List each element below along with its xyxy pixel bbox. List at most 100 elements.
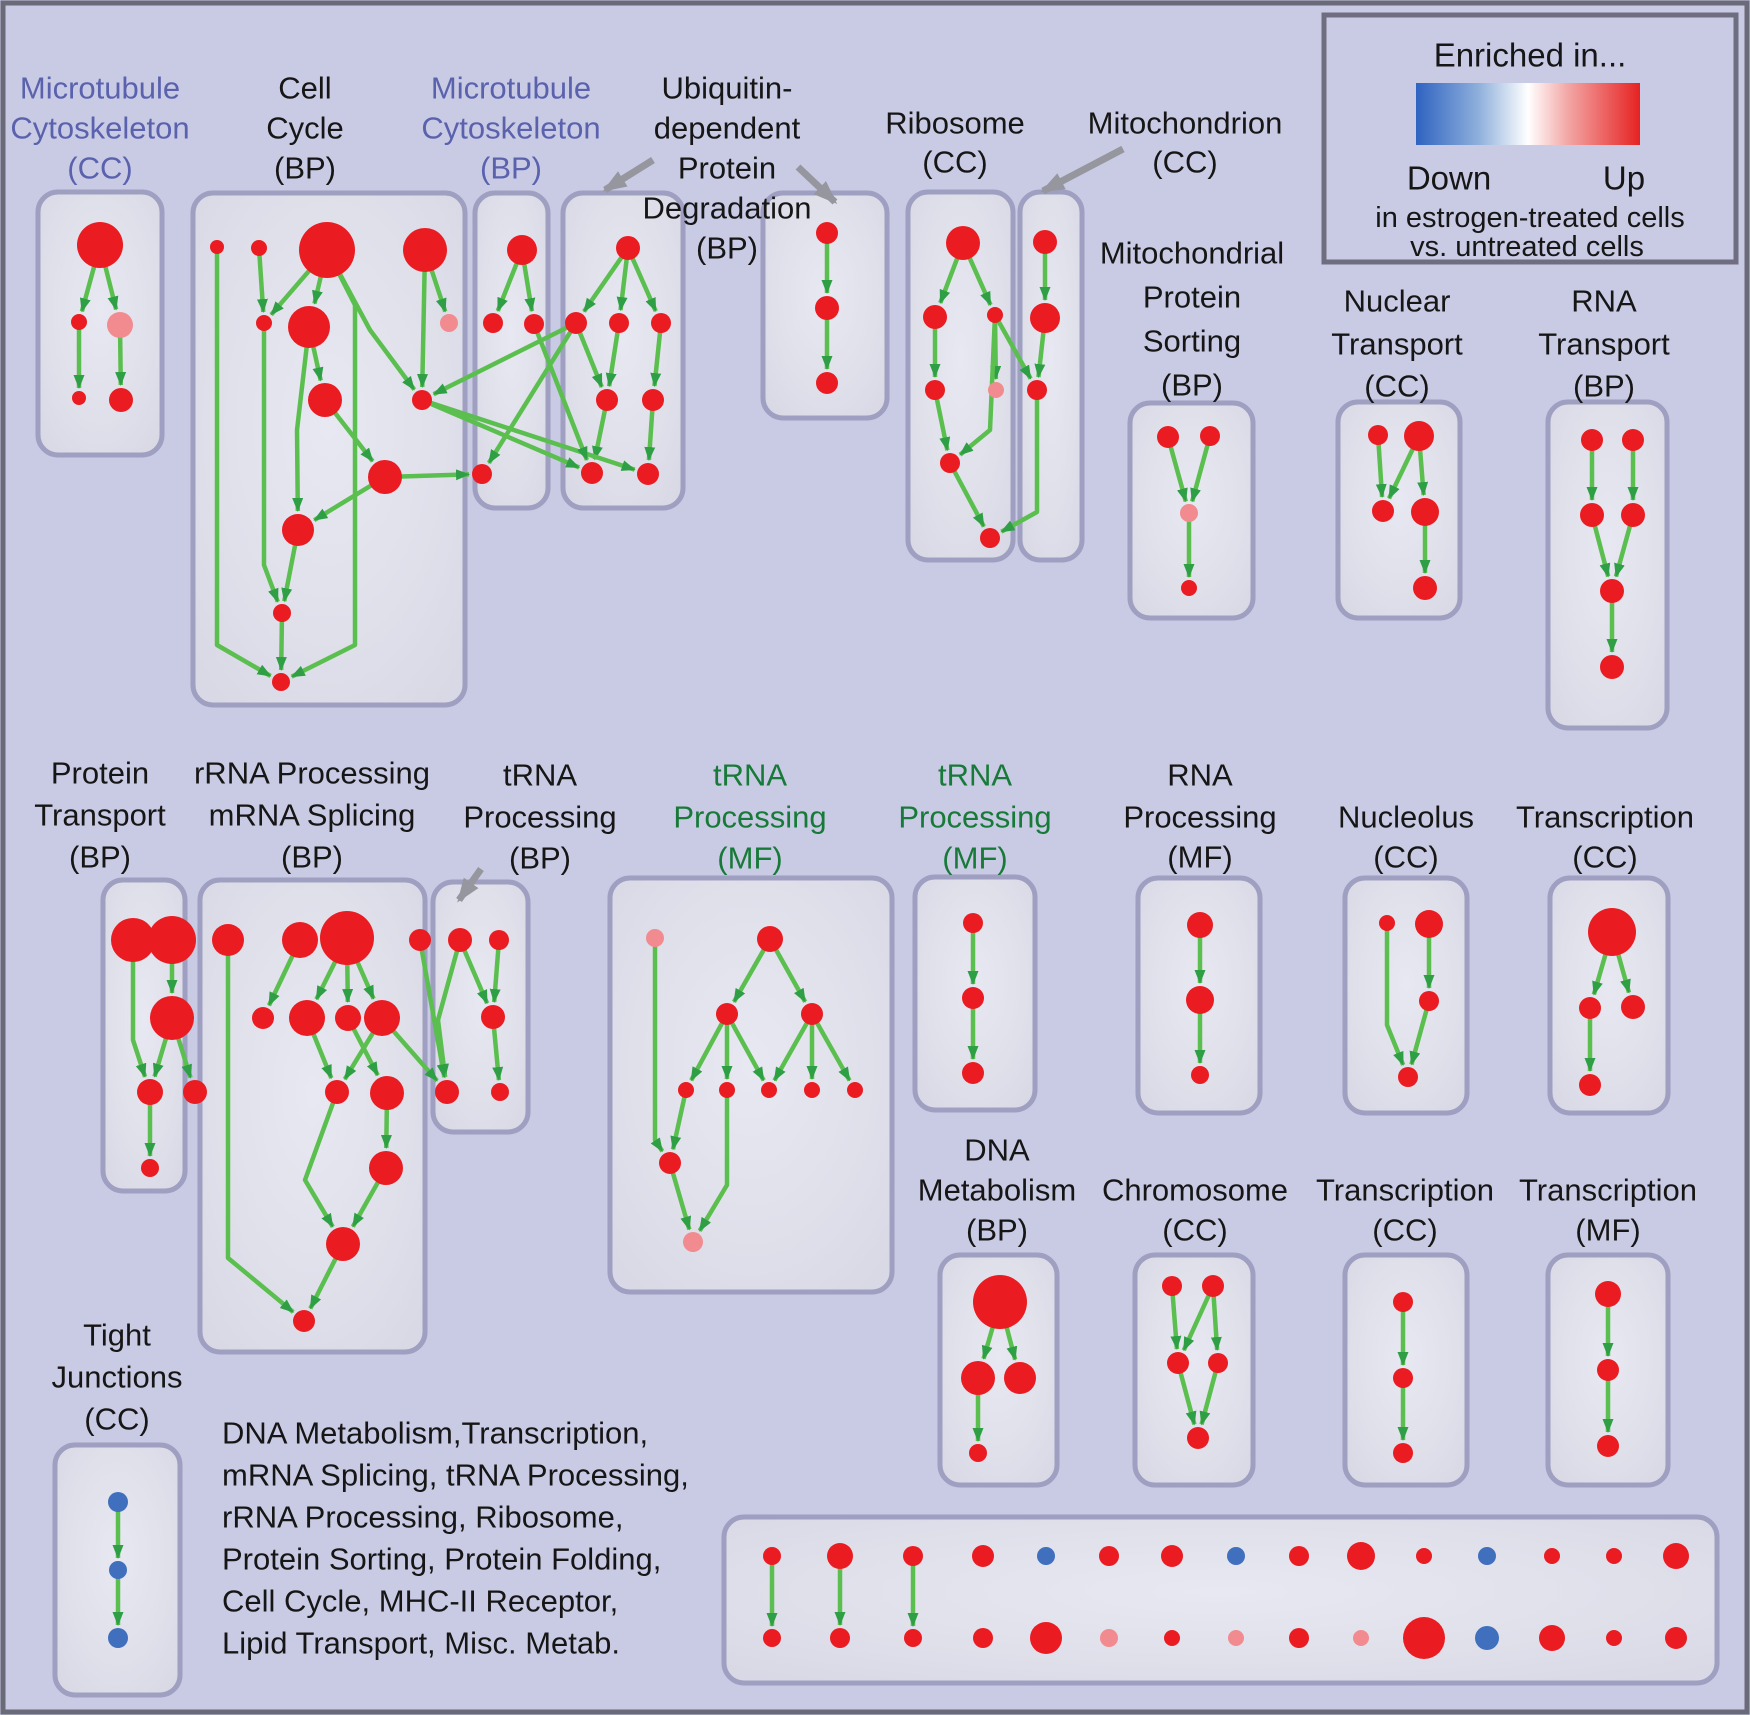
go-term-node-ub2-0: [816, 222, 838, 244]
edge-ub-0-1: [582, 246, 630, 313]
cluster-box-mtcc: [35, 189, 165, 458]
go-term-node-mx-10: [1416, 1548, 1432, 1564]
go-term-node-rr-10: [369, 1151, 403, 1185]
go-term-node-mtbp-1: [483, 313, 503, 333]
cluster-label-ub-line-4: (BP): [696, 231, 758, 266]
go-term-node-rt-2: [1580, 503, 1604, 527]
go-term-node-ub-7: [637, 463, 659, 485]
cluster-label-tc2-line-0: Transcription: [1316, 1173, 1494, 1208]
go-term-node-rb-3: [925, 380, 945, 400]
go-term-node-cc-11: [273, 604, 291, 622]
callout-arrows-layer: [456, 145, 1125, 903]
cluster-label-tf-line-0: Transcription: [1519, 1173, 1697, 1208]
cluster-label-mps-line-1: Protein: [1143, 280, 1241, 315]
legend-gradient-bar: [1416, 83, 1640, 145]
go-term-node-rt-5: [1600, 655, 1624, 679]
go-term-node-tc1-0: [1588, 908, 1636, 956]
note-layer: DNA Metabolism,Transcription, mRNA Splici…: [222, 1416, 689, 1661]
go-term-node-cc-12: [272, 673, 290, 691]
go-term-node-ch-1: [1202, 1275, 1224, 1297]
go-term-node-rb-5: [940, 453, 960, 473]
go-term-node-mx-4: [1037, 1547, 1055, 1565]
go-term-node-rr-12: [293, 1310, 315, 1332]
cluster-label-tm1-line-1: Processing: [673, 800, 826, 835]
legend-caption-2: vs. untreated cells: [1410, 231, 1644, 263]
go-term-node-rr-9: [370, 1076, 404, 1110]
edge-ch-3-4: [1199, 1362, 1221, 1426]
go-term-node-rb-2: [987, 307, 1003, 323]
cluster-box-mx: [721, 1514, 1720, 1686]
go-term-node-ch-3: [1208, 1353, 1228, 1373]
cluster-label-tj-line-1: Junctions: [52, 1360, 183, 1395]
cluster-box-ch: [1132, 1252, 1256, 1488]
go-term-node-mx-14: [1663, 1543, 1689, 1569]
go-term-node-mx-9: [1347, 1542, 1375, 1570]
go-term-node-rb-4: [988, 382, 1004, 398]
go-term-node-tb-3: [435, 1080, 459, 1104]
cluster-label-tb-line-1: Processing: [463, 800, 616, 835]
go-term-node-mps-0: [1157, 426, 1179, 448]
misc-note-line-5: Lipid Transport, Misc. Metab.: [222, 1626, 620, 1661]
go-term-node-tm2-2: [962, 1062, 984, 1084]
edge-pt-0-3: [130, 940, 148, 1078]
go-term-node-mx-27: [1539, 1625, 1565, 1651]
edge-ub-1-4: [573, 322, 604, 388]
go-term-node-rb-0: [946, 226, 980, 260]
edge-tm1-3-8: [810, 1012, 852, 1082]
go-term-node-tm1-4: [678, 1082, 694, 1098]
cluster-label-cc-line-1: Cycle: [266, 111, 344, 146]
edge-cc-3-8: [417, 249, 429, 389]
go-term-node-mtcc-4: [109, 388, 133, 412]
go-term-node-mps-3: [1181, 580, 1197, 596]
cross-edge-ub-1-mtbp-3: [486, 321, 578, 465]
cluster-label-rb-line-1: (CC): [922, 145, 987, 180]
go-term-node-dm-3: [969, 1444, 987, 1462]
cluster-label-rp-line-2: (MF): [1167, 840, 1232, 875]
go-term-node-tb-2: [481, 1005, 505, 1029]
cluster-label-tm2-line-1: Processing: [898, 800, 1051, 835]
cluster-label-nt-line-1: Transport: [1331, 327, 1463, 362]
go-term-node-ub-5: [642, 389, 664, 411]
go-term-node-ch-2: [1167, 1352, 1189, 1374]
legend-title: Enriched in...: [1434, 37, 1627, 74]
go-term-node-mx-28: [1606, 1630, 1622, 1646]
go-term-node-rp-1: [1186, 986, 1214, 1014]
go-term-node-ch-4: [1187, 1427, 1209, 1449]
go-term-node-dm-0: [973, 1275, 1027, 1329]
cluster-label-ub-line-1: dependent: [654, 111, 801, 146]
cluster-label-ub-line-2: Protein: [678, 151, 776, 186]
cluster-label-tm1-line-0: tRNA: [713, 758, 787, 793]
go-term-node-rt-0: [1581, 429, 1603, 451]
edge-mps-1-2: [1189, 435, 1213, 503]
go-term-node-pt-0: [111, 918, 155, 962]
go-term-node-nt-2: [1372, 500, 1394, 522]
cross-edge-ub-1-cc-8: [432, 320, 578, 397]
cluster-label-nu-line-1: (CC): [1373, 840, 1438, 875]
go-term-node-tm1-2: [716, 1003, 738, 1025]
labels-layer: Microtubule Cytoskeleton (CC) Cell Cycle (BP)…: [10, 71, 1697, 1437]
go-term-node-tb-0: [448, 928, 472, 952]
go-term-node-mx-1: [827, 1543, 853, 1569]
cluster-label-pt-line-2: (BP): [69, 840, 131, 875]
cluster-label-mt-line-0: Mitochondrion: [1088, 106, 1283, 141]
go-term-node-tj-1: [109, 1561, 127, 1579]
misc-note-line-2: rRNA Processing, Ribosome,: [222, 1500, 623, 1535]
cluster-boxes-layer: [35, 189, 1720, 1698]
go-term-node-tb-4: [491, 1083, 509, 1101]
go-term-node-cc-5: [288, 306, 330, 348]
go-term-node-mtbp-0: [507, 235, 537, 265]
cluster-label-ub-line-3: Degradation: [643, 191, 812, 226]
go-term-node-mtcc-3: [72, 391, 86, 405]
go-term-node-ub-1: [565, 312, 587, 334]
cross-edge-rb-2-mt-2: [993, 313, 1033, 380]
go-term-node-pt-4: [183, 1080, 207, 1104]
cluster-label-mtcc-line-1: Cytoskeleton: [10, 111, 189, 146]
edge-nu-2-3: [1409, 1000, 1432, 1066]
go-term-node-mps-2: [1180, 504, 1198, 522]
go-term-node-tm1-1: [757, 926, 783, 952]
go-term-node-mx-0: [763, 1547, 781, 1565]
cluster-label-tm1-line-2: (MF): [717, 841, 782, 876]
go-term-node-mx-24: [1353, 1630, 1369, 1646]
cluster-label-rr-line-2: (BP): [281, 840, 343, 875]
